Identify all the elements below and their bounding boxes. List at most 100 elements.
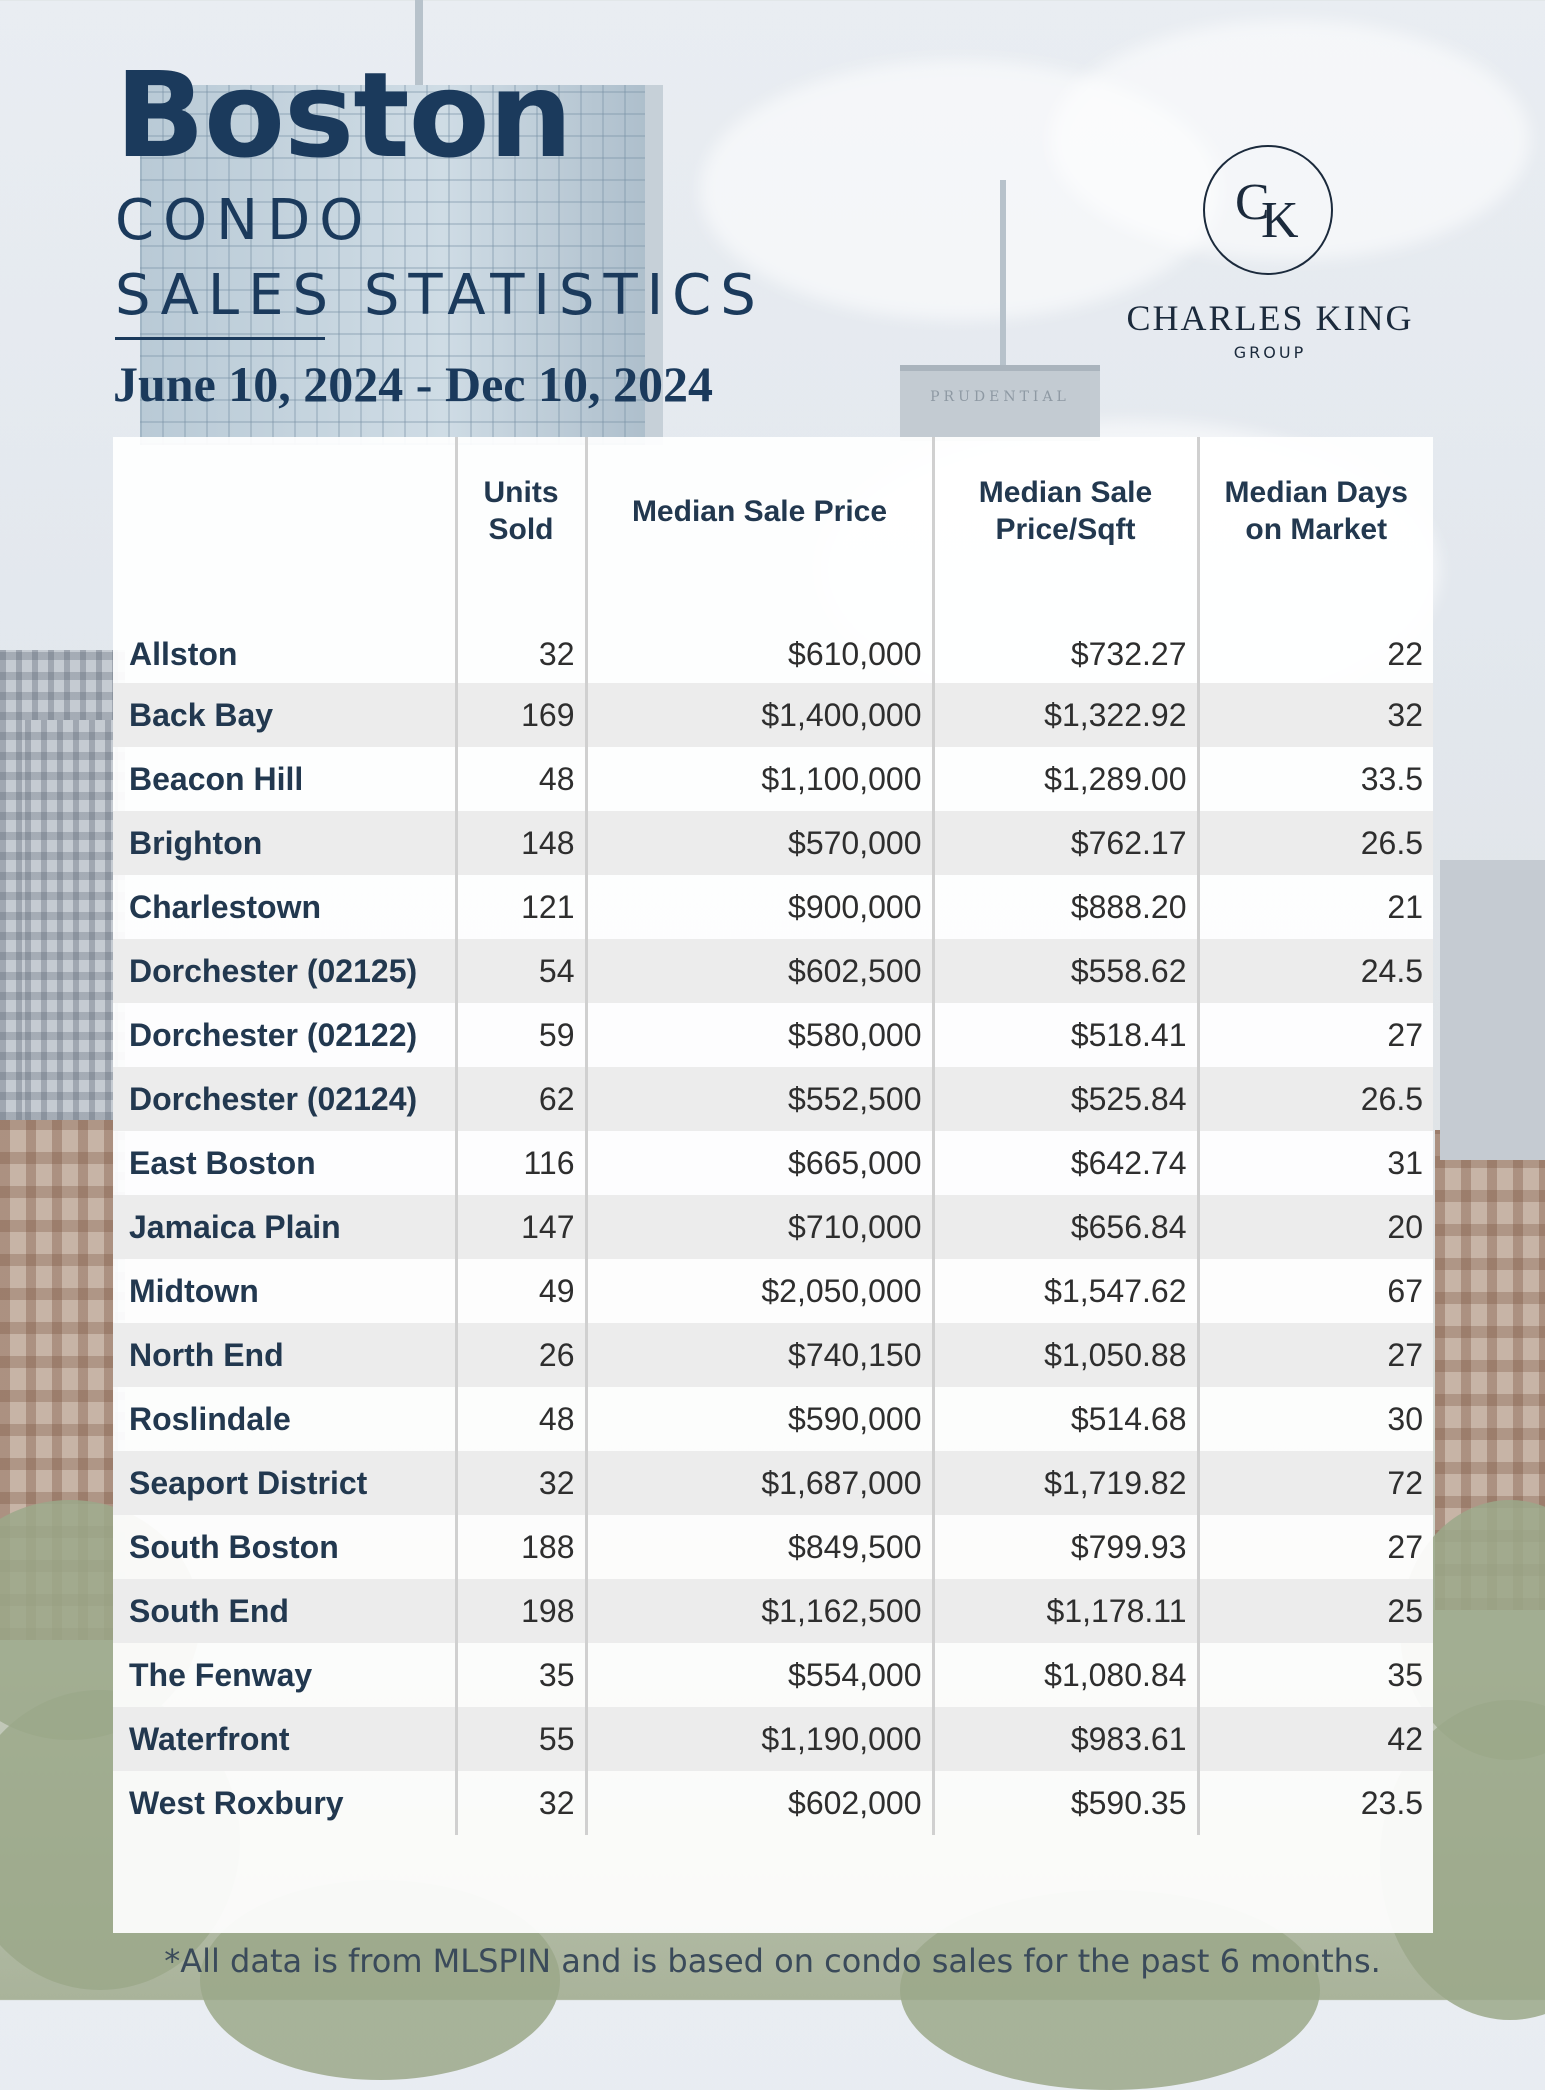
cell-median-price-sqft: $558.62: [931, 939, 1198, 1003]
cell-median-price-sqft: $799.93: [931, 1515, 1198, 1579]
table-row: North End 26 $740,150 $1,050.88 27: [113, 1323, 1433, 1387]
table-row: Roslindale 48 $590,000 $514.68 30: [113, 1387, 1433, 1451]
cell-median-price-sqft: $514.68: [931, 1387, 1198, 1451]
table-row: Allston 32 $610,000 $732.27 22: [113, 587, 1433, 683]
ck-monogram-icon: C K: [1203, 145, 1333, 275]
cell-median-days: 30: [1196, 1387, 1433, 1451]
cell-median-sale-price: $2,050,000: [584, 1259, 933, 1323]
cell-median-price-sqft: $888.20: [931, 875, 1198, 939]
table-row: Midtown 49 $2,050,000 $1,547.62 67: [113, 1259, 1433, 1323]
table-row: Seaport District 32 $1,687,000 $1,719.82 72: [113, 1451, 1433, 1515]
cell-neighborhood: Dorchester (02125): [113, 939, 456, 1003]
cell-median-price-sqft: $1,289.00: [931, 747, 1198, 811]
column-header-median-sale-price: Median Sale Price: [584, 437, 933, 587]
table-row: The Fenway 35 $554,000 $1,080.84 35: [113, 1643, 1433, 1707]
monogram-c: C: [1235, 174, 1270, 231]
cell-units-sold: 198: [454, 1579, 586, 1643]
cell-units-sold: 49: [454, 1259, 586, 1323]
cell-median-price-sqft: $1,080.84: [931, 1643, 1198, 1707]
cell-units-sold: 54: [454, 939, 586, 1003]
table-row: West Roxbury 32 $602,000 $590.35 23.5: [113, 1771, 1433, 1835]
charles-king-group-logo: C K CHARLES KING GROUP: [1100, 145, 1440, 365]
cell-median-days: 42: [1196, 1707, 1433, 1771]
table-row: Brighton 148 $570,000 $762.17 26.5: [113, 811, 1433, 875]
cell-median-days: 35: [1196, 1643, 1433, 1707]
cell-median-sale-price: $740,150: [584, 1323, 933, 1387]
cell-units-sold: 55: [454, 1707, 586, 1771]
table-body: Allston 32 $610,000 $732.27 22 Back Bay 169 $1,…: [113, 587, 1433, 1835]
cell-median-price-sqft: $518.41: [931, 1003, 1198, 1067]
cell-median-days: 21: [1196, 875, 1433, 939]
cell-units-sold: 62: [454, 1067, 586, 1131]
cell-units-sold: 35: [454, 1643, 586, 1707]
cell-median-days: 31: [1196, 1131, 1433, 1195]
cell-neighborhood: East Boston: [129, 1144, 316, 1181]
cell-units-sold: 48: [454, 747, 586, 811]
cell-median-price-sqft: $590.35: [931, 1771, 1198, 1835]
table-row: Jamaica Plain 147 $710,000 $656.84 20: [113, 1195, 1433, 1259]
cell-median-sale-price: $590,000: [584, 1387, 933, 1451]
cell-neighborhood: Jamaica Plain: [113, 1195, 456, 1259]
condo-stats-table: Units Sold Median Sale Price Median Sale…: [113, 437, 1433, 1835]
table-row: South Boston 188 $849,500 $799.93 27: [113, 1515, 1433, 1579]
cell-median-price-sqft: $1,547.62: [931, 1259, 1198, 1323]
cell-median-sale-price: $570,000: [584, 811, 933, 875]
cell-neighborhood: Charlestown: [129, 888, 322, 925]
cell-units-sold: 32: [454, 1451, 586, 1515]
cell-units-sold: 48: [454, 1387, 586, 1451]
cell-median-days: 26.5: [1196, 811, 1433, 875]
cell-median-sale-price: $552,500: [584, 1067, 933, 1131]
cell-neighborhood: Dorchester (02124): [113, 1067, 456, 1131]
title-underline: [115, 337, 325, 340]
cell-median-sale-price: $610,000: [584, 587, 933, 683]
cell-median-price-sqft: $983.61: [931, 1707, 1198, 1771]
cell-units-sold: 188: [454, 1515, 586, 1579]
cell-median-sale-price: $710,000: [584, 1195, 933, 1259]
cell-median-sale-price: $1,100,000: [584, 747, 933, 811]
cell-neighborhood: Seaport District: [113, 1451, 456, 1515]
cell-neighborhood: Back Bay: [113, 683, 456, 747]
cell-median-days: 23.5: [1196, 1771, 1433, 1835]
cell-median-price-sqft: $1,050.88: [931, 1323, 1198, 1387]
cell-median-days: 27: [1196, 1323, 1433, 1387]
cell-median-price-sqft: $1,178.11: [931, 1579, 1198, 1643]
cell-median-days: 67: [1196, 1259, 1433, 1323]
table-row: Back Bay 169 $1,400,000 $1,322.92 32: [113, 683, 1433, 747]
cell-median-price-sqft: $642.74: [931, 1131, 1198, 1195]
cell-median-days: 26.5: [1196, 1067, 1433, 1131]
cell-units-sold: 147: [454, 1195, 586, 1259]
cell-units-sold: 169: [454, 683, 586, 747]
cell-neighborhood: Beacon Hill: [129, 760, 304, 797]
cell-median-price-sqft: $1,322.92: [931, 683, 1198, 747]
cell-median-price-sqft: $732.27: [931, 587, 1198, 683]
logo-name: CHARLES KING: [1126, 298, 1414, 338]
cell-median-price-sqft: $525.84: [931, 1067, 1198, 1131]
table-row: Dorchester (02124) 62 $552,500 $525.84 26.5: [113, 1067, 1433, 1131]
prudential-tower-graphic: PRUDENTIAL: [900, 365, 1100, 441]
cell-neighborhood: Midtown: [129, 1272, 259, 1309]
cell-neighborhood: North End: [113, 1323, 456, 1387]
cell-units-sold: 116: [454, 1131, 586, 1195]
cell-units-sold: 26: [454, 1323, 586, 1387]
cell-median-sale-price: $1,400,000: [584, 683, 933, 747]
date-range: June 10, 2024 - Dec 10, 2024: [113, 356, 713, 412]
cell-median-sale-price: $554,000: [584, 1643, 933, 1707]
column-header-neighborhood: [113, 437, 456, 587]
cell-median-sale-price: $580,000: [584, 1003, 933, 1067]
column-header-units-sold: Units Sold: [454, 437, 586, 587]
cell-neighborhood: Dorchester (02122): [129, 1016, 418, 1053]
column-header-median-price-sqft: Median Sale Price/Sqft: [931, 437, 1198, 587]
cell-neighborhood: Brighton: [113, 811, 456, 875]
cell-median-days: 27: [1196, 1515, 1433, 1579]
cell-median-sale-price: $665,000: [584, 1131, 933, 1195]
footnote: *All data is from MLSPIN and is based on…: [164, 1942, 1381, 1980]
cell-median-sale-price: $1,687,000: [584, 1451, 933, 1515]
cell-median-days: 20: [1196, 1195, 1433, 1259]
cell-median-sale-price: $602,500: [584, 939, 933, 1003]
subtitle-condo: CONDO: [115, 188, 373, 253]
cell-median-price-sqft: $762.17: [931, 811, 1198, 875]
table-row: East Boston 116 $665,000 $642.74 31: [113, 1131, 1433, 1195]
cell-median-sale-price: $602,000: [584, 1771, 933, 1835]
cell-neighborhood: Waterfront: [113, 1707, 456, 1771]
